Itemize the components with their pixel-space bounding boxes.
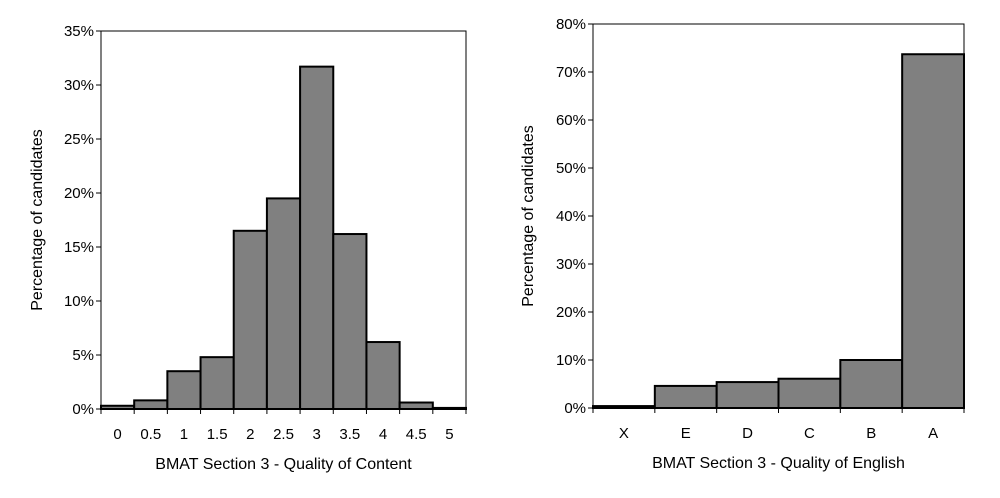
y-tick-label: 35%: [64, 23, 94, 40]
bar-X: [592, 405, 656, 409]
y-tick-label: 20%: [64, 185, 94, 202]
x-tick-label: D: [742, 425, 753, 442]
x-axis-label-0: BMAT Section 3 - Quality of Content: [155, 456, 412, 473]
y-tick-label: 0%: [564, 400, 586, 417]
x-tick-label: 3.5: [339, 426, 360, 443]
x-tick-label: 0.5: [140, 426, 161, 443]
x-tick-label: 5: [445, 426, 453, 443]
bar-D: [715, 381, 780, 409]
bar-4: [365, 341, 401, 411]
bar-0: [100, 404, 136, 411]
x-tick-label: A: [928, 425, 938, 442]
x-tick-label: X: [619, 425, 629, 442]
y-tick-label: 60%: [556, 112, 586, 129]
bar-3.5: [332, 233, 368, 410]
y-axis-label-0: Percentage of candidates: [29, 129, 46, 310]
bar-A: [901, 53, 966, 410]
y-axis-label-1: Percentage of candidates: [520, 125, 537, 306]
x-tick-label: 2.5: [273, 426, 294, 443]
bar-E: [653, 384, 718, 410]
x-tick-label: E: [681, 425, 691, 442]
x-tick-label: 1: [180, 426, 188, 443]
bar-3: [299, 65, 335, 410]
x-tick-label: 3: [313, 426, 321, 443]
x-tick-label: 0: [113, 426, 121, 443]
y-tick-label: 30%: [64, 77, 94, 94]
y-tick-label: 20%: [556, 304, 586, 321]
bar-B: [839, 359, 904, 409]
y-tick-label: 5%: [72, 347, 94, 364]
x-tick-label: 2: [246, 426, 254, 443]
x-axis-label-1: BMAT Section 3 - Quality of English: [652, 455, 905, 472]
y-tick-label: 10%: [64, 293, 94, 310]
y-tick-label: 70%: [556, 64, 586, 81]
bar-5: [431, 406, 467, 411]
bar-0.5: [133, 399, 169, 410]
bar-2: [232, 229, 268, 410]
y-tick-label: 40%: [556, 208, 586, 225]
bar-1.5: [199, 356, 235, 411]
y-tick-label: 10%: [556, 352, 586, 369]
y-tick-label: 50%: [556, 160, 586, 177]
x-tick-label: 4: [379, 426, 387, 443]
y-tick-label: 80%: [556, 16, 586, 33]
y-tick-label: 15%: [64, 239, 94, 256]
bar-4.5: [398, 401, 434, 410]
x-tick-label: 1.5: [207, 426, 228, 443]
y-tick-label: 0%: [72, 401, 94, 418]
y-tick-label: 30%: [556, 256, 586, 273]
x-tick-label: 4.5: [406, 426, 427, 443]
x-tick-label: B: [866, 425, 876, 442]
bar-1: [166, 370, 202, 411]
bar-C: [777, 377, 842, 410]
y-tick-label: 25%: [64, 131, 94, 148]
x-tick-label: C: [804, 425, 815, 442]
bar-2.5: [265, 197, 302, 410]
